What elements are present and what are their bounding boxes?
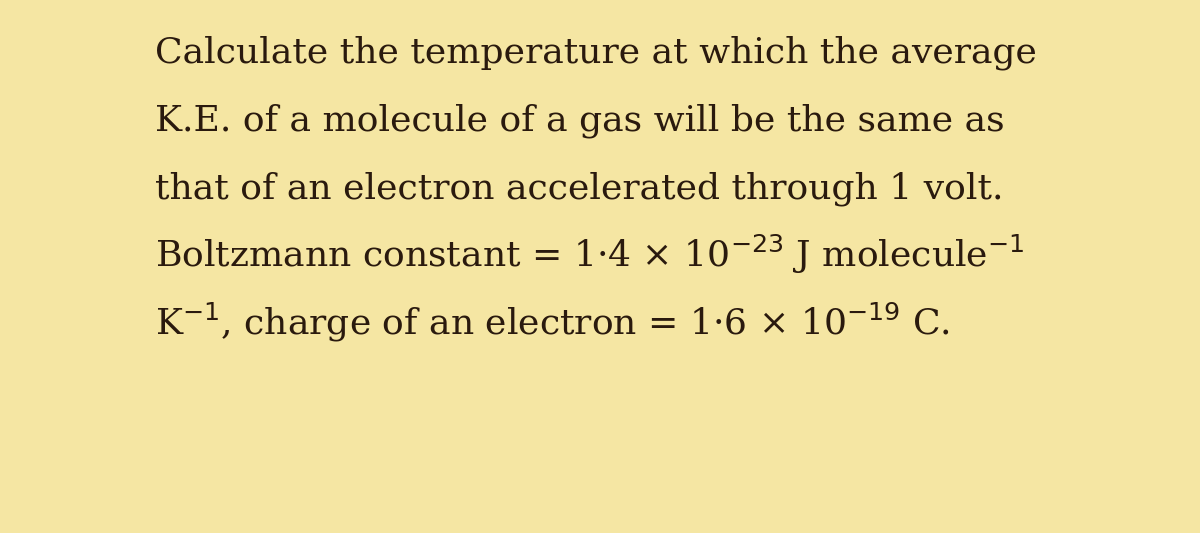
Text: Calculate the temperature at which the average: Calculate the temperature at which the a… — [155, 36, 1037, 70]
Text: that of an electron accelerated through 1 volt.: that of an electron accelerated through … — [155, 172, 1003, 206]
Text: K.E. of a molecule of a gas will be the same as: K.E. of a molecule of a gas will be the … — [155, 104, 1004, 139]
Text: Boltzmann constant = 1·4 × 10$^{-23}$ J molecule$^{-1}$: Boltzmann constant = 1·4 × 10$^{-23}$ J … — [155, 233, 1025, 276]
Text: K$^{-1}$, charge of an electron = 1·6 × 10$^{-19}$ C.: K$^{-1}$, charge of an electron = 1·6 × … — [155, 301, 950, 344]
